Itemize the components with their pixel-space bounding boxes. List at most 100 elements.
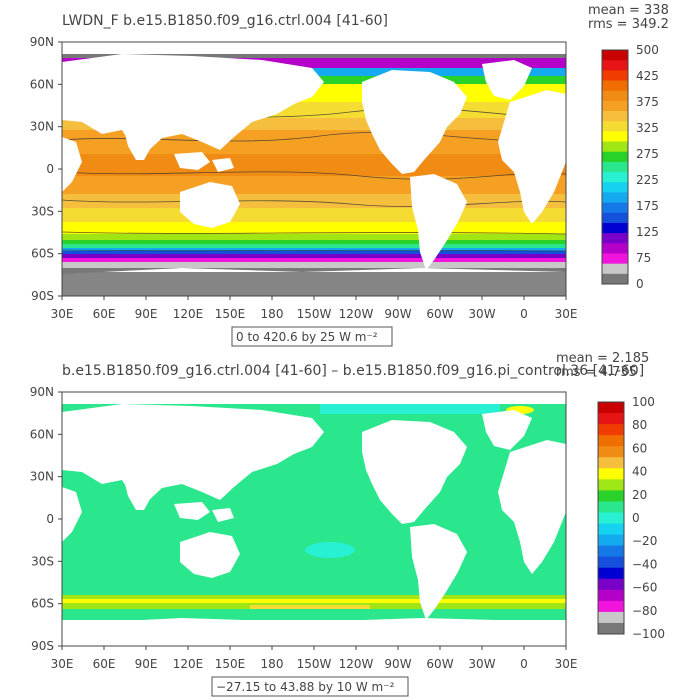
colorbar-swatch [602,151,628,163]
lon-tick-label: 120W [339,307,374,321]
colorbar-label: 500 [636,43,659,57]
colorbar-swatch [598,479,624,491]
colorbar-swatch [602,131,628,143]
colorbar-swatch [602,233,628,244]
colorbar-swatch [602,90,628,102]
colorbar-label: 225 [636,173,659,187]
colorbar-swatch [598,545,624,558]
lat-tick-label: 90S [31,289,54,303]
lon-tick-label: 180 [261,307,284,321]
lon-tick-label: 30E [555,657,578,671]
colorbar-label: 60 [632,441,647,455]
colorbar-label: 80 [632,418,647,432]
lon-tick-label: 90E [135,657,158,671]
colorbar-swatch [602,253,628,265]
colorbar-label: 0 [632,511,640,525]
colorbar-label: −100 [632,627,665,641]
panel-bottom-range-box [211,676,409,697]
panel-top: LWDN_F b.e15.B1850.f09_g16.ctrl.004 [41-… [30,3,669,347]
lon-tick-label: 0 [520,307,528,321]
colorbar-swatch [602,182,628,193]
panel-top-title: LWDN_F b.e15.B1850.f09_g16.ctrl.004 [41-… [62,13,388,29]
lon-tick-label: 150W [297,307,332,321]
colorbar-swatch [602,202,628,214]
colorbar-swatch [598,512,624,525]
panel-top-map [62,42,566,296]
colorbar-swatch [598,435,624,447]
colorbar-label: 375 [636,95,659,109]
colorbar-swatch [598,622,624,635]
panel-bottom-lon-ticks: 30E 60E 90E 120E 150E 180 150W 120W 90W 60W 30W 0 30… [51,646,578,671]
colorbar-swatch [598,501,624,513]
lon-tick-label: 90W [384,657,411,671]
colorbar-swatch [598,490,624,502]
colorbar-swatch [602,60,628,71]
colorbar-swatch [598,446,624,458]
panel-bottom-mean: mean = 2.185 [556,351,649,366]
lon-tick-label: 30E [51,307,74,321]
colorbar-label: −20 [632,534,657,548]
colorbar-swatch [602,70,628,82]
lon-tick-label: 30E [51,657,74,671]
colorbar-label: 125 [636,225,659,239]
lat-tick-label: 0 [46,162,54,176]
colorbar-label: 20 [632,488,647,502]
lat-tick-label: 60S [31,597,54,611]
colorbar-swatch [602,100,628,112]
lon-tick-label: 90E [135,307,158,321]
colorbar-swatch [602,212,628,224]
lon-tick-label: 0 [520,657,528,671]
colorbar-frame [601,49,629,285]
lon-tick-label: 60W [426,657,453,671]
lat-tick-label: 30S [31,554,54,568]
colorbar-label: −60 [632,581,657,595]
panel-bottom-rms: rms = 4.735 [556,365,637,380]
colorbar-frame [597,401,625,635]
lon-tick-label: 180 [261,657,284,671]
panel-bottom-title: b.e15.B1850.f09_g16.ctrl.004 [41-60] – b… [62,363,644,379]
lon-tick-label: 120E [173,657,204,671]
colorbar-swatch [602,141,628,153]
lat-tick-label: 0 [46,512,54,526]
lon-tick-label: 150E [215,657,246,671]
lon-tick-label: 60W [426,307,453,321]
lat-tick-label: 90S [31,639,54,653]
lat-tick-label: 30N [30,120,54,134]
colorbar-swatch [602,161,628,173]
panel-bottom: b.e15.B1850.f09_g16.ctrl.004 [41-60] – b… [30,351,665,697]
colorbar-swatch [598,611,624,624]
colorbar-swatch [598,523,624,536]
lon-tick-label: 150W [297,657,332,671]
colorbar-label: −80 [632,604,657,618]
panel-top-colorbar: 500 425 375 325 275 225 175 125 75 0 [601,43,659,291]
lat-tick-label: 30S [31,204,54,218]
colorbar-swatch [602,172,628,183]
lon-tick-label: 90W [384,307,411,321]
colorbar-swatch [602,273,628,285]
panel-top-range-box [231,326,393,347]
colorbar-swatch [598,567,624,580]
lat-tick-label: 90N [30,385,54,399]
lat-tick-label: 30N [30,470,54,484]
colorbar-swatch [598,556,624,569]
lon-tick-label: 120E [173,307,204,321]
lat-tick-label: 60N [30,427,54,441]
lon-tick-label: 30E [555,307,578,321]
colorbar-swatch [598,424,624,436]
panel-top-lat-ticks: 90N 60N 30N 0 30S 60S 90S [30,35,62,303]
panel-bottom-range-label: −27.15 to 43.88 by 10 W m⁻² [216,680,395,694]
lon-tick-label: 150E [215,307,246,321]
panel-top-mean: mean = 338 [588,3,669,18]
colorbar-label: 100 [632,395,655,409]
panel-top-rms: rms = 349.2 [588,17,669,32]
colorbar-swatch [602,222,628,234]
colorbar-swatch [598,589,624,602]
colorbar-swatch [598,534,624,547]
colorbar-swatch [602,243,628,254]
lon-tick-label: 60E [93,657,116,671]
colorbar-swatch [598,457,624,469]
colorbar-swatch [598,600,624,613]
colorbar-swatch [602,50,628,61]
colorbar-swatch [602,263,628,275]
